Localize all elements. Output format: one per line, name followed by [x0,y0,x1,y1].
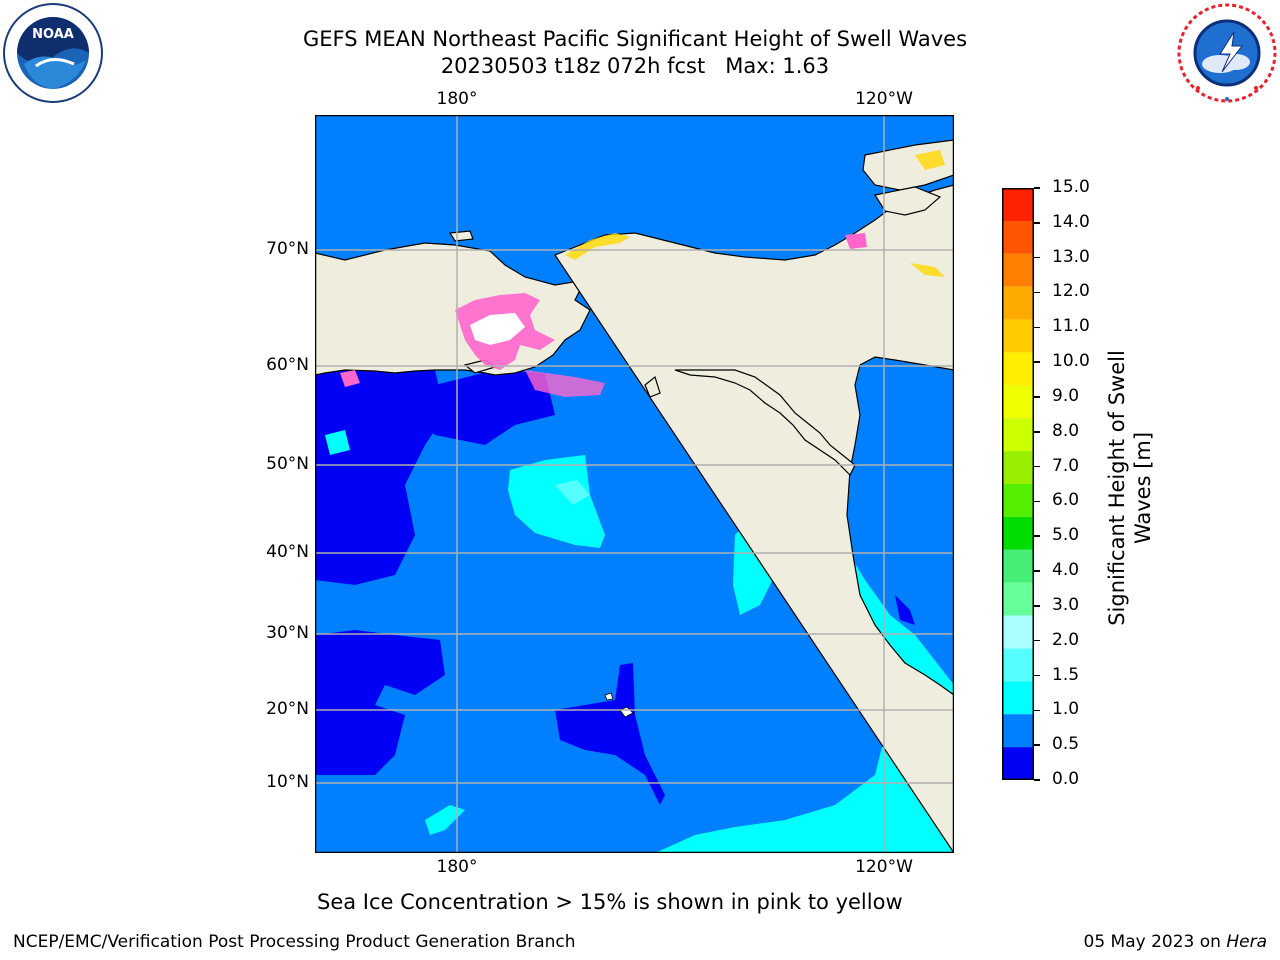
colorbar-segment [1002,220,1034,254]
swell-region-1.5-2.0 [555,480,590,505]
colorbar-frame [1002,188,1034,780]
footer-date-text: 05 May 2023 on [1083,932,1227,952]
colorbar-tick-mark [1034,291,1040,294]
colorbar-tick-mark [1034,222,1040,224]
colorbar-tick-mark [1034,361,1040,363]
colorbar-tick-label: 14.0 [1052,211,1090,232]
colorbar-segment [1002,681,1034,715]
colorbar-tick-mark [1034,709,1040,712]
noaa-logo: NOAA [2,2,104,104]
colorbar-segment [1002,253,1034,287]
colorbar-tick-label: 1.5 [1052,664,1080,685]
colorbar-segment [1002,352,1034,386]
colorbar-tick-label: 11.0 [1052,316,1090,337]
colorbar-segment [1002,451,1034,484]
colorbar-segment [1002,484,1034,517]
lat-label-10n: 10°N [266,772,309,792]
colorbar-tick-mark [1034,779,1040,781]
lat-label-30n: 30°N [266,623,309,643]
swell-region-low [315,370,915,805]
colorbar-segment [1002,549,1034,583]
map-subtitle: 20230503 t18z 072h fcst Max: 1.63 [440,54,830,78]
colorbar-segment [1002,714,1034,748]
colorbar-tick-mark [1034,535,1040,537]
colorbar-tick-label: 0.0 [1052,769,1080,789]
nws-logo [1176,2,1278,104]
colorbar-tick-label: 9.0 [1052,385,1080,406]
colorbar-tick-mark [1034,256,1040,259]
colorbar-tick-mark [1034,431,1040,433]
colorbar-tick-mark [1034,639,1040,642]
colorbar-tick-label: 0.5 [1052,734,1080,755]
colorbar-segment [1002,582,1034,616]
colorbar-title: Significant Height of Swell Waves [m] [1095,288,1165,688]
colorbar [1002,188,1034,780]
footer-date: 05 May 2023 on Hera [1084,932,1268,952]
colorbar-segment [1002,188,1034,221]
footer-branch: NCEP/EMC/Verification Post Processing Pr… [13,932,576,952]
colorbar-segment [1002,385,1034,419]
lon-label-top-180: 180° [436,89,478,109]
colorbar-segment [1002,418,1034,452]
colorbar-tick-label: 10.0 [1052,351,1090,372]
colorbar-tick-mark [1034,500,1040,503]
colorbar-tick-label: 4.0 [1052,560,1080,581]
lat-label-20n: 20°N [266,699,309,719]
noaa-logo-text: NOAA [32,27,74,42]
colorbar-tick-label: 15.0 [1052,177,1090,197]
colorbar-tick-mark [1034,744,1040,746]
colorbar-ticks: 15.0 14.0 13.0 12.0 11.0 10.0 9.0 8.0 7.0 6.0 5.0 4… [1034,0,1110,960]
colorbar-tick-mark [1034,674,1040,677]
colorbar-tick-mark [1034,570,1040,572]
swell-height-map [315,115,954,853]
colorbar-tick-label: 3.0 [1052,594,1080,615]
colorbar-tick-mark [1034,326,1040,329]
colorbar-segment [1002,286,1034,320]
colorbar-tick-mark [1034,605,1040,607]
footer-host: Hera [1226,932,1267,952]
colorbar-segment [1002,319,1034,353]
colorbar-segment [1002,648,1034,682]
map-frame [315,115,954,853]
map-title: GEFS MEAN Northeast Pacific Significant … [302,27,968,51]
sea-ice-overlay [340,150,945,397]
colorbar-tick-mark [1034,465,1040,468]
colorbar-tick-label: 2.0 [1052,629,1080,650]
colorbar-title-line2: Waves [m] [1131,431,1155,545]
colorbar-tick-label: 1.0 [1052,699,1080,720]
lat-label-60n: 60°N [266,355,309,375]
lon-label-bottom-180: 180° [436,857,478,877]
lon-label-top-120w: 120°W [855,89,913,109]
colorbar-tick-label: 6.0 [1052,490,1080,511]
colorbar-title-line1: Significant Height of Swell [1105,350,1129,626]
colorbar-segment [1002,615,1034,649]
lat-label-40n: 40°N [266,542,309,562]
colorbar-segment [1002,516,1034,550]
lon-label-bottom-120w: 120°W [855,857,913,877]
colorbar-segment [1002,747,1034,780]
colorbar-tick-mark [1034,396,1040,398]
colorbar-tick-label: 8.0 [1052,420,1080,441]
colorbar-tick-label: 12.0 [1052,281,1090,302]
colorbar-tick-label: 5.0 [1052,525,1080,546]
map-graticule [315,115,954,853]
lat-label-70n: 70°N [266,239,309,259]
sea-ice-note: Sea Ice Concentration > 15% is shown in … [317,890,903,914]
colorbar-tick-label: 7.0 [1052,455,1080,476]
lat-label-50n: 50°N [266,454,309,474]
colorbar-tick-mark [1034,187,1040,189]
colorbar-tick-label: 13.0 [1052,246,1090,267]
